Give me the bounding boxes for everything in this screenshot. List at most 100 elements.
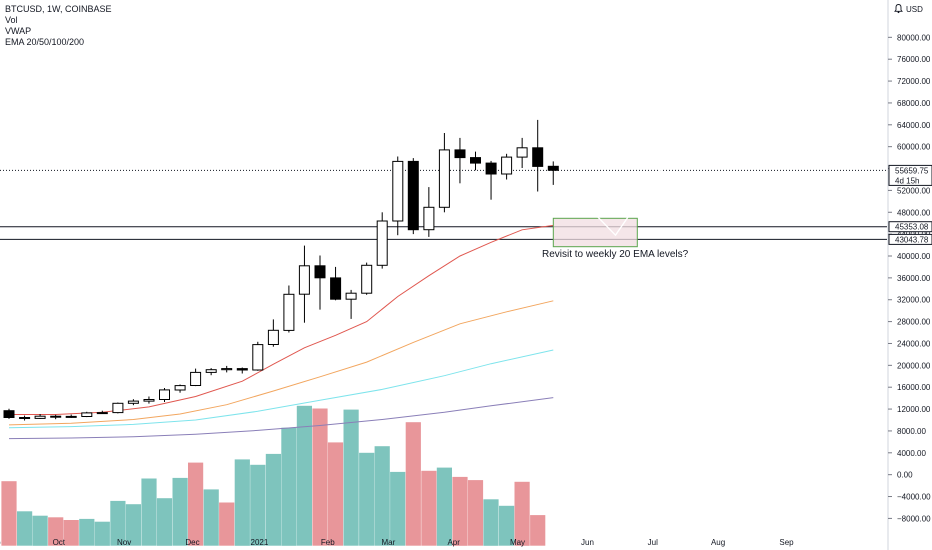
candle-body	[127, 400, 139, 404]
candle-body	[438, 149, 450, 208]
volume-bar	[172, 477, 188, 546]
candle-body	[345, 292, 357, 300]
volume-bar	[327, 442, 344, 546]
volume-bar	[359, 452, 375, 546]
candle-body	[470, 157, 481, 164]
volume-bar	[94, 521, 110, 546]
ema20-line	[9, 224, 554, 415]
price-tick-label: 52000.00	[897, 186, 931, 195]
level-tag-0-label: 45353.08	[895, 223, 929, 232]
candle-body	[314, 265, 326, 279]
time-tick-label: May	[510, 538, 525, 547]
price-tick-label: 8000.00	[897, 427, 926, 436]
bell-icon[interactable]	[894, 4, 903, 14]
price-candles	[3, 119, 559, 421]
level-tag-1-box	[888, 233, 932, 245]
chart-legend: BTCUSD, 1W, COINBASE Vol VWAP EMA 20/50/…	[5, 4, 112, 48]
price-tick-label: 32000.00	[897, 296, 931, 305]
candle-body	[221, 368, 233, 371]
candle-body	[485, 162, 497, 175]
volume-bar	[48, 517, 64, 546]
volume-bar	[312, 408, 328, 546]
price-axis-unit: USD	[906, 5, 923, 14]
volume-bar	[467, 480, 484, 546]
volume-bar	[374, 446, 390, 546]
time-tick-label: 2021	[251, 538, 269, 547]
volume-bar	[514, 481, 530, 546]
level-tag-0-box	[888, 221, 932, 233]
price-tick-label: 68000.00	[897, 99, 931, 108]
current-price-tag-label: 55659.75	[895, 166, 929, 175]
candle-body	[298, 265, 310, 295]
ema200-line	[8, 397, 554, 440]
candle-body	[190, 371, 202, 386]
annotation-label: Revisit to weekly 20 EMA levels?	[542, 249, 689, 260]
candle-body	[19, 417, 31, 419]
level-tag-1-label: 43043.78	[895, 235, 929, 244]
time-tick-label: Sep	[779, 538, 794, 547]
candle-body	[205, 369, 217, 373]
legend-item-ema[interactable]: EMA 20/50/100/200	[5, 37, 85, 47]
candle-body	[283, 293, 295, 331]
candle-body	[267, 329, 279, 345]
candle-body	[407, 160, 419, 231]
time-tick-label: Nov	[117, 538, 131, 547]
volume-bar	[483, 499, 499, 546]
volume-bar	[1, 481, 17, 546]
candle-body	[236, 368, 248, 371]
price-tick-label: 60000.00	[897, 143, 931, 152]
price-tick-label: 72000.00	[897, 77, 931, 86]
candle-body	[112, 402, 124, 414]
candle-body	[143, 399, 155, 402]
legend-item-vol[interactable]: Vol	[5, 15, 18, 25]
price-tick-label: −8000.00	[897, 514, 931, 523]
volume-bar	[79, 518, 95, 546]
candle-body	[34, 415, 46, 419]
ema50-line	[8, 300, 554, 426]
volume-bar	[17, 511, 33, 546]
volume-bar	[63, 520, 79, 546]
time-tick-label: Apr	[447, 538, 460, 547]
volume-bar	[141, 478, 157, 546]
price-tick-label: 64000.00	[897, 121, 931, 130]
volume-bar	[390, 471, 406, 546]
candle-body	[159, 389, 170, 400]
legend-item-vwap[interactable]: VWAP	[5, 26, 32, 36]
volume-bar	[281, 427, 297, 546]
price-tick-label: 40000.00	[897, 252, 931, 261]
time-tick-label: Feb	[321, 538, 335, 547]
projection-path	[569, 44, 747, 237]
price-tick-label: 20000.00	[897, 361, 931, 370]
volume-bar	[219, 502, 235, 546]
ema100-line	[8, 349, 554, 429]
time-tick-label: Sep	[0, 538, 1, 547]
candle-body	[81, 412, 93, 417]
candle-body	[423, 206, 435, 231]
candle-body	[65, 415, 77, 418]
volume-bar	[452, 476, 468, 546]
time-tick-label: Dec	[185, 538, 199, 547]
candle-body	[361, 264, 373, 294]
time-tick-label: Mar	[382, 538, 396, 547]
horizontal-levels	[0, 169, 887, 240]
volume-bar	[234, 459, 250, 546]
price-tick-label: 36000.00	[897, 274, 931, 283]
legend-title[interactable]: BTCUSD, 1W, COINBASE	[5, 4, 112, 14]
price-axis-header: USD	[889, 0, 932, 15]
projection-line	[569, 45, 747, 237]
price-tick-label: 28000.00	[897, 318, 931, 327]
volume-bar	[499, 505, 515, 546]
current-price-tag-extra: 4d 15h	[895, 176, 919, 185]
candle-body	[3, 410, 15, 419]
volume-bar	[296, 405, 312, 546]
time-tick-label: Aug	[711, 538, 725, 547]
volume-bar	[530, 515, 546, 546]
volume-bar	[250, 464, 266, 546]
volume-bar	[405, 422, 421, 546]
time-tick-label: Jul	[648, 538, 658, 547]
price-tick-label: 16000.00	[897, 383, 931, 392]
candle-body	[392, 160, 404, 222]
volume-bar	[110, 500, 126, 546]
